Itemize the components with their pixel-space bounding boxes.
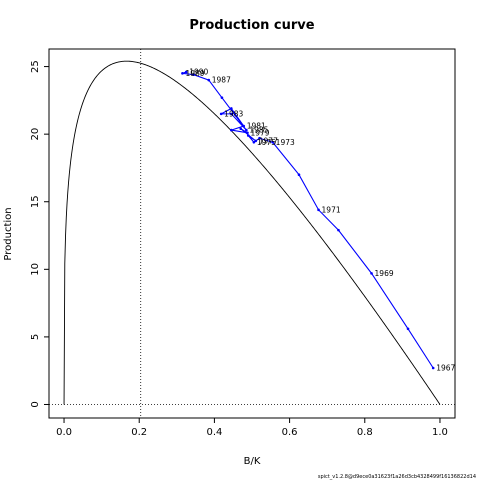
x-tick-label: 0.6 [282,427,298,438]
x-tick-label: 0.0 [56,427,72,438]
data-point-1988 [192,73,196,76]
data-point-1974 [258,136,261,140]
data-point-1985 [245,128,248,132]
point-label-1967: 1967 [436,363,455,372]
data-point-1970 [337,228,340,232]
x-axis-label: B/K [244,456,261,467]
point-label-1969: 1969 [375,269,394,278]
chart-title: Production curve [189,18,314,33]
y-axis-label: Production [3,207,14,260]
point-label-1985: 1985 [249,126,268,135]
data-series [181,70,435,370]
y-tick-label: 25 [30,60,41,73]
data-point-1968 [406,327,410,331]
point-label-1989: 1989 [185,69,204,78]
data-point-1984 [230,112,233,116]
point-label-1983: 1983 [224,109,243,118]
data-point-1982 [230,107,233,110]
point-label-1990: 1990 [189,67,208,76]
data-point-1971 [317,208,320,212]
point-label-1973: 1973 [276,138,295,147]
x-tick-label: 0.4 [206,427,222,438]
point-label-1971: 1971 [322,205,341,214]
data-point-1980 [230,128,233,132]
data-point-1979 [246,131,249,135]
production-curve-line [63,60,441,405]
data-point-1989 [181,72,184,75]
data-point-1972 [297,173,301,177]
x-tick-label: 0.2 [131,427,147,438]
data-point-1977 [254,139,258,143]
data-point-1978 [239,127,243,131]
data-point-1967 [431,366,435,370]
data-point-1976 [246,134,250,137]
series-line [182,71,434,369]
point-label-1979: 1979 [250,128,269,137]
y-tick-label: 20 [30,128,41,141]
data-point-1975 [252,140,256,144]
data-point-1969 [370,272,373,275]
data-point-1983 [219,112,223,116]
data-point-1987 [207,78,211,82]
reference-lines [49,49,455,418]
y-tick-label: 15 [30,195,41,208]
point-label-1975: 1975 [257,138,276,147]
y-tick-label: 0 [30,401,41,407]
x-tick-label: 0.8 [357,427,373,438]
y-axis: 0 5 10 15 20 25 [30,60,49,408]
y-tick-label: 5 [30,334,41,340]
plot-frame [48,48,456,419]
point-label-1977: 1977 [259,136,278,145]
y-tick-label: 10 [30,263,41,276]
x-tick-label: 1.0 [432,427,448,438]
data-point-1981 [242,124,246,128]
data-point-1973 [271,140,274,144]
data-point-1986 [220,96,224,99]
point-label-1981: 1981 [247,122,266,131]
x-axis: 0.0 0.2 0.4 0.6 0.8 1.0 [56,418,448,438]
footer-version-text: spict_v1.2.8@d9ece0a31623f1a26d3cb432849… [318,474,476,480]
point-label-1987: 1987 [212,76,231,85]
data-point-1990 [184,70,188,74]
